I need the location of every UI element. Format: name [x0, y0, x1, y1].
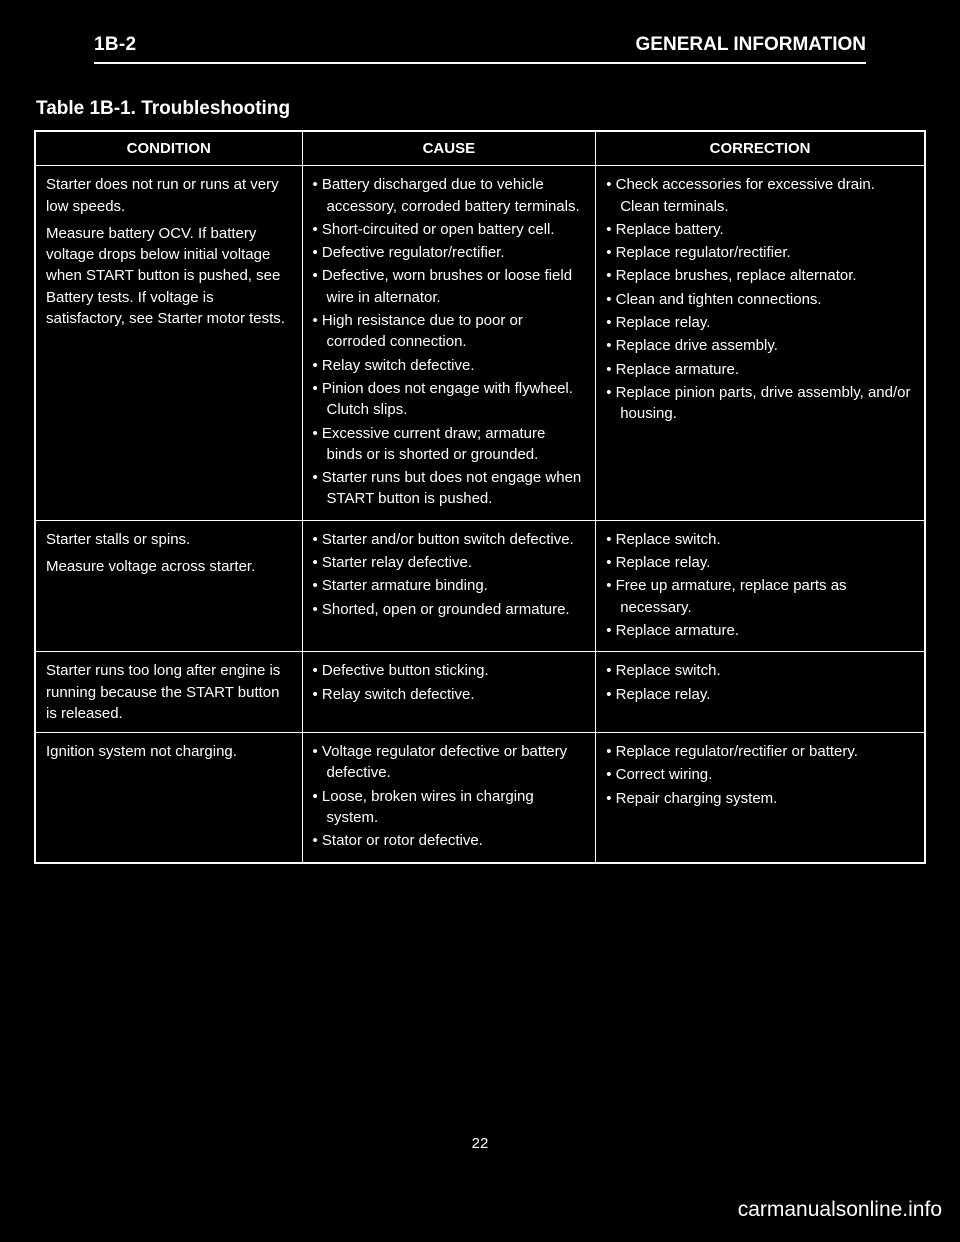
cell-bullet: Correct wiring. [606, 764, 914, 785]
table-title: Table 1B-1. Troubleshooting [36, 98, 926, 120]
cell-cause: Battery discharged due to vehicle access… [302, 166, 596, 520]
cell-bullet: Shorted, open or grounded armature. [313, 599, 586, 620]
cell-correction: Replace regulator/rectifier or battery. … [596, 733, 925, 863]
cell-bullet: Loose, broken wires in charging system. [313, 786, 586, 829]
cell-bullet: Defective regulator/rectifier. [313, 242, 586, 263]
cell-cause: Defective button sticking. Relay switch … [302, 652, 596, 733]
table-header-row: CONDITION CAUSE CORRECTION [35, 131, 925, 166]
cell-bullet: Replace battery. [606, 219, 914, 240]
cell-cause: Voltage regulator defective or battery d… [302, 733, 596, 863]
table-row: Starter stalls or spins. Measure voltage… [35, 520, 925, 651]
cell-bullet: Starter armature binding. [313, 575, 586, 596]
col-header-condition: CONDITION [35, 131, 302, 166]
page-header: 1B-2 GENERAL INFORMATION [94, 30, 866, 64]
cell-bullet: Replace brushes, replace alternator. [606, 265, 914, 286]
troubleshooting-table: CONDITION CAUSE CORRECTION Starter does … [34, 130, 926, 864]
cell-text: Starter stalls or spins. [46, 529, 292, 550]
cell-bullet: Starter and/or button switch defective. [313, 529, 586, 550]
cell-bullet: Replace armature. [606, 359, 914, 380]
cell-bullet: Replace armature. [606, 620, 914, 641]
cell-bullet: Relay switch defective. [313, 355, 586, 376]
cell-bullet: Starter runs but does not engage when ST… [313, 467, 586, 510]
table-row: Ignition system not charging. Voltage re… [35, 733, 925, 863]
cell-bullet: Battery discharged due to vehicle access… [313, 174, 586, 217]
cell-bullet: Starter relay defective. [313, 552, 586, 573]
cell-bullet: Excessive current draw; armature binds o… [313, 423, 586, 466]
cell-bullet: Replace switch. [606, 529, 914, 550]
header-title: GENERAL INFORMATION [636, 35, 866, 56]
cell-bullet: High resistance due to poor or corroded … [313, 310, 586, 353]
cell-bullet: Pinion does not engage with flywheel. Cl… [313, 378, 586, 421]
cell-condition: Starter does not run or runs at very low… [35, 166, 302, 520]
cell-text: Starter runs too long after engine is ru… [46, 660, 292, 724]
cell-cause: Starter and/or button switch defective. … [302, 520, 596, 651]
cell-bullet: Replace drive assembly. [606, 335, 914, 356]
cell-bullet: Defective, worn brushes or loose field w… [313, 265, 586, 308]
manual-page: 1B-2 GENERAL INFORMATION Table 1B-1. Tro… [0, 0, 960, 1242]
cell-correction: Replace switch. Replace relay. Free up a… [596, 520, 925, 651]
watermark: carmanualsonline.info [738, 1198, 942, 1222]
table-row: Starter does not run or runs at very low… [35, 166, 925, 520]
cell-correction: Check accessories for excessive drain. C… [596, 166, 925, 520]
cell-bullet: Replace relay. [606, 552, 914, 573]
cell-bullet: Repair charging system. [606, 788, 914, 809]
col-header-correction: CORRECTION [596, 131, 925, 166]
cell-bullet: Voltage regulator defective or battery d… [313, 741, 586, 784]
cell-bullet: Replace pinion parts, drive assembly, an… [606, 382, 914, 425]
cell-correction: Replace switch. Replace relay. [596, 652, 925, 733]
cell-bullet: Replace regulator/rectifier. [606, 242, 914, 263]
cell-text: Measure voltage across starter. [46, 556, 292, 577]
header-section-code: 1B-2 [94, 34, 136, 56]
cell-bullet: Replace relay. [606, 312, 914, 333]
cell-bullet: Replace relay. [606, 684, 914, 705]
cell-bullet: Short-circuited or open battery cell. [313, 219, 586, 240]
cell-bullet: Replace switch. [606, 660, 914, 681]
cell-condition: Ignition system not charging. [35, 733, 302, 863]
cell-bullet: Check accessories for excessive drain. C… [606, 174, 914, 217]
cell-text: Ignition system not charging. [46, 741, 292, 762]
cell-bullet: Clean and tighten connections. [606, 289, 914, 310]
col-header-cause: CAUSE [302, 131, 596, 166]
cell-bullet: Defective button sticking. [313, 660, 586, 681]
cell-bullet: Stator or rotor defective. [313, 830, 586, 851]
cell-text: Starter does not run or runs at very low… [46, 174, 292, 217]
table-row: Starter runs too long after engine is ru… [35, 652, 925, 733]
cell-condition: Starter stalls or spins. Measure voltage… [35, 520, 302, 651]
cell-bullet: Free up armature, replace parts as neces… [606, 575, 914, 618]
cell-bullet: Relay switch defective. [313, 684, 586, 705]
cell-bullet: Replace regulator/rectifier or battery. [606, 741, 914, 762]
cell-text: Measure battery OCV. If battery voltage … [46, 223, 292, 329]
page-number: 22 [0, 1135, 960, 1152]
cell-condition: Starter runs too long after engine is ru… [35, 652, 302, 733]
